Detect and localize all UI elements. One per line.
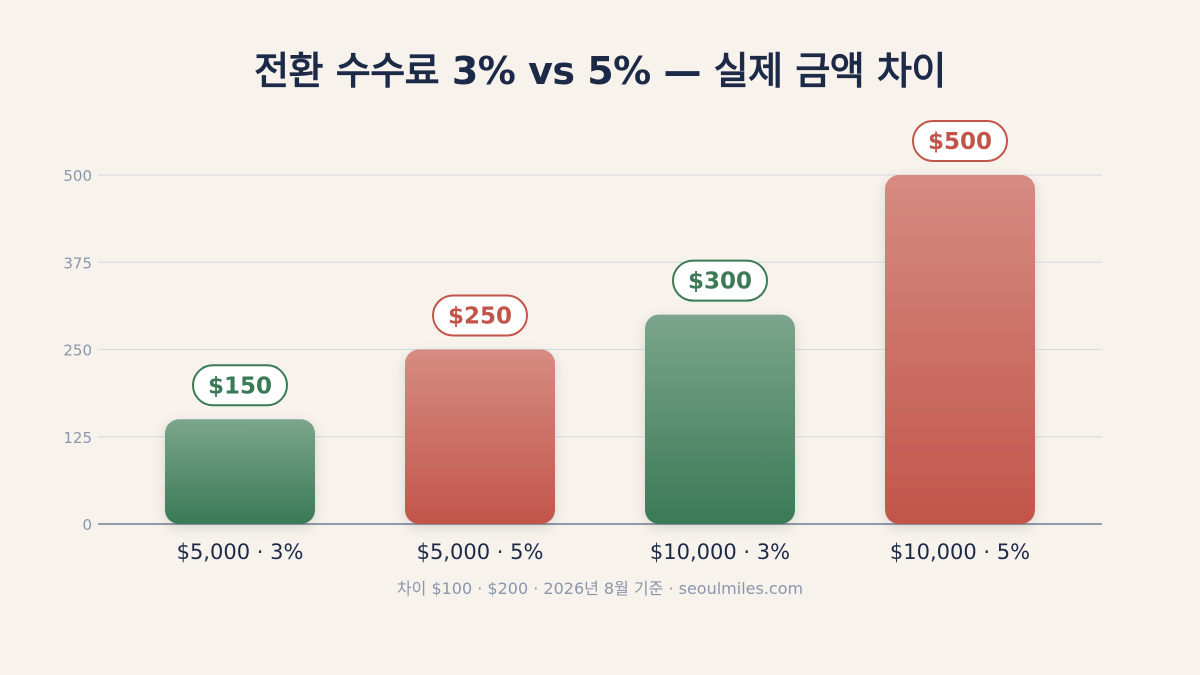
value-label: $500	[928, 129, 992, 155]
bar-2	[405, 349, 555, 524]
value-label: $150	[208, 373, 272, 399]
value-label-pill	[912, 120, 1008, 162]
category-label: $10,000 · 3%	[650, 540, 790, 564]
value-label-pill	[672, 259, 768, 302]
bar-4	[885, 175, 1035, 524]
bar-1	[165, 419, 315, 524]
y-tick-label: 500	[63, 167, 92, 185]
chart-title: 전환 수수료 3% vs 5% — 실제 금액 차이	[254, 49, 946, 93]
value-label-pill	[192, 364, 288, 407]
y-tick-label: 375	[63, 254, 92, 272]
category-label: $5,000 · 3%	[177, 540, 304, 564]
value-labels: $150 $250 $300 $500	[192, 120, 1008, 407]
y-tick-label: 125	[63, 429, 92, 447]
value-label: $250	[448, 304, 512, 330]
y-tick-label: 0	[82, 516, 92, 534]
value-label-pill	[432, 294, 528, 337]
category-labels: $5,000 · 3% $5,000 · 5% $10,000 · 3% $10,00…	[177, 540, 1031, 564]
category-label: $10,000 · 5%	[890, 540, 1030, 564]
category-label: $5,000 · 5%	[417, 540, 544, 564]
y-tick-label: 250	[63, 342, 92, 360]
bars	[165, 175, 1035, 524]
bar-3	[645, 314, 795, 524]
value-label: $300	[688, 269, 752, 295]
chart-footnote: 차이 $100 · $200 · 2026년 8월 기준 · seoulmile…	[396, 579, 804, 598]
